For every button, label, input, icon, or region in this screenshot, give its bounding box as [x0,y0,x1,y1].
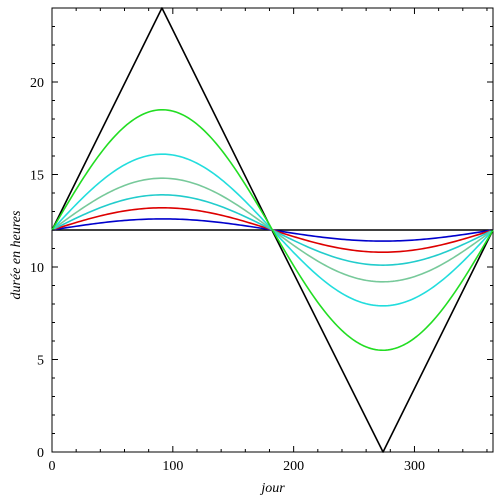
y-tick-label: 5 [37,354,44,369]
x-axis-label: jour [259,481,285,496]
y-axis-label: durée en heures [9,210,24,299]
y-tick-label: 15 [30,169,44,184]
y-tick-label: 10 [30,261,44,276]
y-tick-label: 0 [37,446,44,461]
x-tick-label: 100 [162,459,183,474]
x-tick-label: 0 [49,459,56,474]
series-line-7 [51,108,494,352]
axis-layer: 0 100 200 300 0 5 10 15 20 [30,7,493,474]
x-tick-label: 200 [283,459,304,474]
x-tick-label: 300 [404,459,425,474]
y-tick-label: 20 [30,76,44,91]
series-layer [51,7,494,453]
